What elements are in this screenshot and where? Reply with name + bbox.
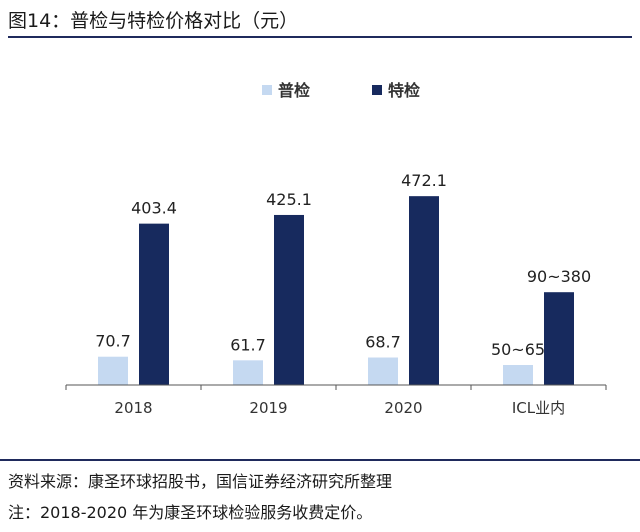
bar-1-2 bbox=[409, 196, 439, 385]
x-tick-label-2: 2020 bbox=[384, 399, 422, 417]
bar-1-0 bbox=[139, 223, 169, 385]
data-label-1-0: 403.4 bbox=[131, 199, 177, 218]
bar-0-0 bbox=[98, 356, 128, 385]
data-label-1-2: 472.1 bbox=[401, 171, 447, 190]
data-label-1-1: 425.1 bbox=[266, 190, 312, 209]
footer-divider bbox=[0, 459, 640, 461]
title-divider bbox=[8, 36, 632, 38]
legend-label-0: 普检 bbox=[278, 81, 310, 100]
bar-chart: 普检 特检 70.7 403.4 2018 61.7 425.1 2019 68.7 472.1 2… bbox=[65, 81, 607, 417]
bar-0-1 bbox=[233, 360, 263, 385]
footnote: 注：2018-2020 年为康圣环球检验服务收费定价。 bbox=[8, 503, 373, 522]
bar-0-2 bbox=[368, 357, 398, 385]
x-tick-label-1: 2019 bbox=[249, 399, 287, 417]
bar-1-1 bbox=[274, 214, 304, 385]
legend-label-1: 特检 bbox=[388, 81, 420, 100]
data-label-0-1: 61.7 bbox=[230, 335, 266, 354]
data-label-0-2: 68.7 bbox=[365, 333, 401, 352]
legend-swatch-1 bbox=[372, 85, 382, 95]
x-tick-label-3: ICL业内 bbox=[512, 399, 565, 417]
source-note: 资料来源：康圣环球招股书，国信证券经济研究所整理 bbox=[8, 472, 393, 491]
figure-title: 图14：普检与特检价格对比（元） bbox=[8, 10, 299, 32]
x-tick-label-0: 2018 bbox=[114, 399, 152, 417]
bar-1-3 bbox=[544, 292, 574, 385]
data-label-1-3: 90~380 bbox=[527, 267, 591, 286]
data-label-0-3: 50~65 bbox=[491, 340, 545, 359]
legend-swatch-0 bbox=[262, 85, 272, 95]
data-label-0-0: 70.7 bbox=[95, 332, 131, 351]
bar-0-3 bbox=[503, 365, 533, 385]
